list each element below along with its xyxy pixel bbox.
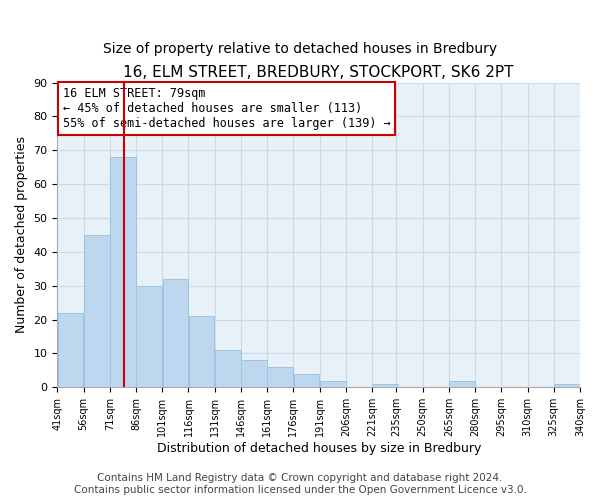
Bar [320, 380, 346, 388]
Text: Size of property relative to detached houses in Bredbury: Size of property relative to detached ho… [103, 42, 497, 56]
Bar [110, 157, 136, 388]
Bar [554, 384, 580, 388]
Bar [84, 235, 110, 388]
Bar [293, 374, 319, 388]
Bar [136, 286, 162, 388]
Bar [215, 350, 241, 388]
Y-axis label: Number of detached properties: Number of detached properties [15, 136, 28, 334]
Bar [58, 313, 83, 388]
Bar [241, 360, 267, 388]
Bar [189, 316, 214, 388]
Bar [163, 279, 188, 388]
X-axis label: Distribution of detached houses by size in Bredbury: Distribution of detached houses by size … [157, 442, 481, 455]
Title: 16, ELM STREET, BREDBURY, STOCKPORT, SK6 2PT: 16, ELM STREET, BREDBURY, STOCKPORT, SK6… [124, 65, 514, 80]
Bar [372, 384, 398, 388]
Text: Contains HM Land Registry data © Crown copyright and database right 2024.
Contai: Contains HM Land Registry data © Crown c… [74, 474, 526, 495]
Bar [449, 380, 475, 388]
Bar [268, 367, 293, 388]
Text: 16 ELM STREET: 79sqm
← 45% of detached houses are smaller (113)
55% of semi-deta: 16 ELM STREET: 79sqm ← 45% of detached h… [62, 87, 391, 130]
